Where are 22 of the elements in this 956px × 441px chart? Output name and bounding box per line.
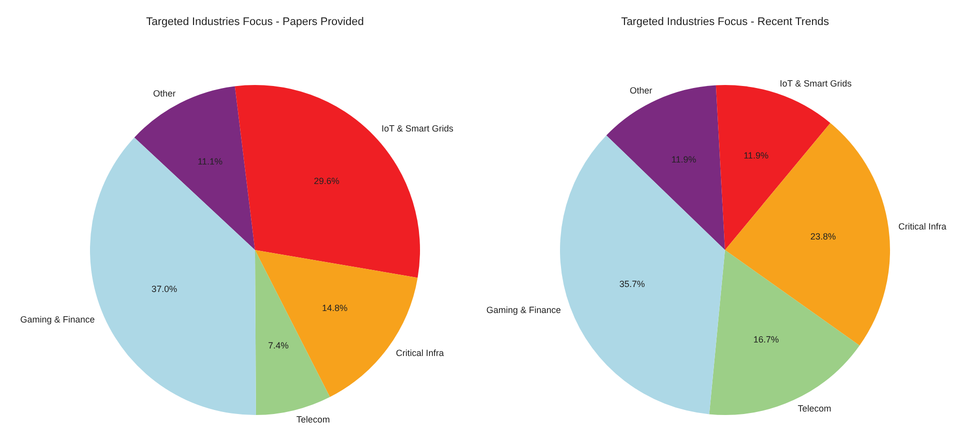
slice-label: Gaming & Finance xyxy=(20,314,95,325)
data-label: 29.6% xyxy=(314,176,340,186)
slice-label: Critical Infra xyxy=(898,222,946,232)
data-label: 11.9% xyxy=(671,154,696,164)
data-label: 7.4% xyxy=(268,340,289,351)
slice-label: Other xyxy=(630,85,652,96)
data-label: 16.7% xyxy=(753,334,779,345)
slice-label: Other xyxy=(153,88,176,99)
slice-label: Critical Infra xyxy=(396,348,444,358)
data-label: 11.1% xyxy=(198,156,222,166)
slice-label: IoT & Smart Grids xyxy=(780,78,852,88)
data-label: 23.8% xyxy=(810,232,836,242)
data-label: 14.8% xyxy=(322,303,348,314)
chart-title: Targeted Industries Focus - Papers Provided xyxy=(146,16,364,28)
slice-label: IoT & Smart Grids xyxy=(382,124,454,134)
chart-title: Targeted Industries Focus - Recent Trends xyxy=(621,16,830,28)
slice-label: Telecom xyxy=(798,404,832,414)
slice-label: Gaming & Finance xyxy=(486,305,561,316)
data-label: 11.9% xyxy=(744,150,768,160)
data-label: 35.7% xyxy=(619,278,645,289)
data-label: 37.0% xyxy=(152,284,178,294)
slice-label: Telecom xyxy=(296,414,330,424)
